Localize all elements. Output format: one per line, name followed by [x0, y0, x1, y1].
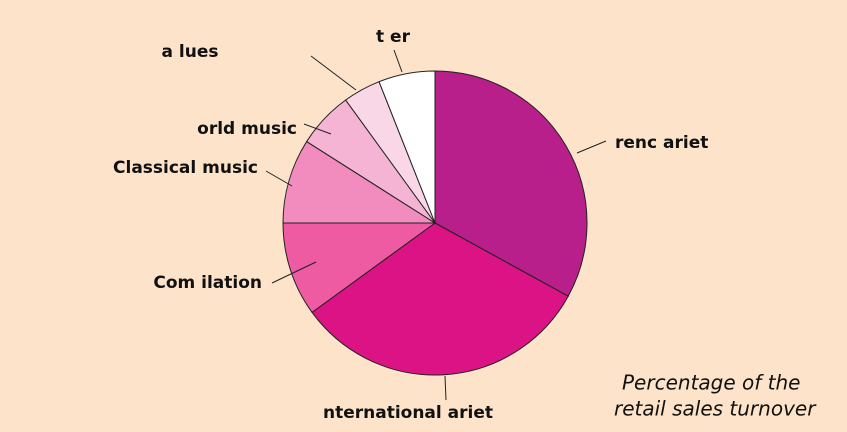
- slice-label: t er: [376, 27, 411, 47]
- leader-line: [393, 49, 403, 73]
- leader-line: [271, 261, 317, 284]
- slice-label: a lues: [162, 42, 219, 62]
- leader-line: [444, 375, 447, 401]
- annotation: retail sales turnover: [614, 397, 817, 421]
- pie-slice: [282, 222, 437, 314]
- annotation: Percentage of the: [622, 371, 800, 395]
- slice-label: renc ariet: [615, 133, 708, 153]
- pie-slice: [434, 70, 588, 297]
- leader-line: [265, 170, 293, 187]
- leader-line: [310, 55, 357, 91]
- slice-label: nternational ariet: [323, 403, 493, 423]
- leader-line: [303, 123, 332, 135]
- leader-line: [576, 140, 607, 154]
- pie-slice: [311, 222, 569, 376]
- pie-slice: [378, 70, 436, 224]
- slice-label: Com ilation: [153, 273, 262, 293]
- pie-slice: [282, 140, 437, 224]
- slice-label: orld music: [197, 119, 297, 139]
- slice-label: Classical music: [113, 158, 258, 178]
